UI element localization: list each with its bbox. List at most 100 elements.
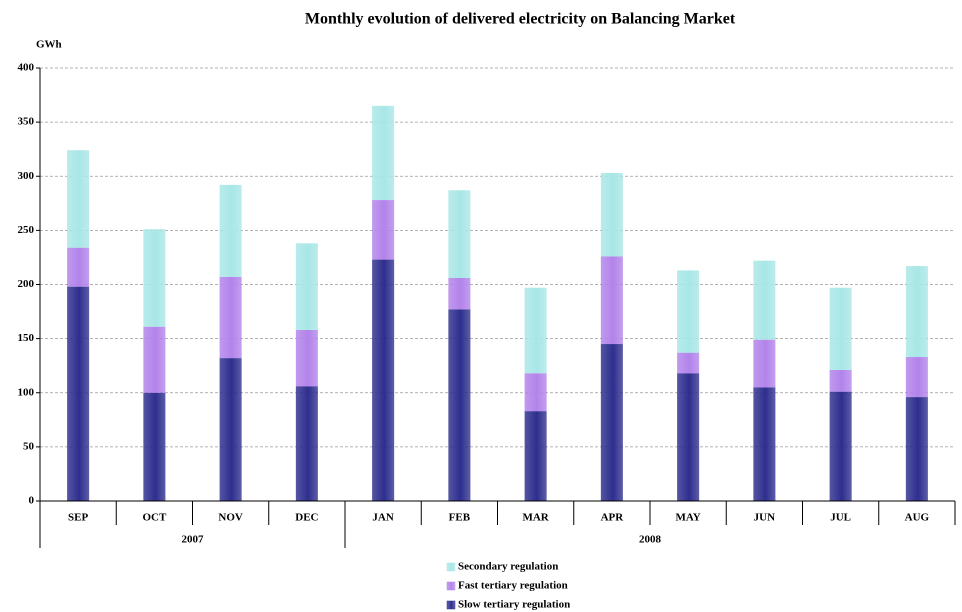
bar-base xyxy=(677,270,700,353)
bar-segment xyxy=(524,373,547,412)
bar-base xyxy=(753,260,776,340)
bar-base xyxy=(372,200,395,260)
bar-base xyxy=(295,243,318,330)
bar-base xyxy=(295,386,318,501)
bar-base xyxy=(524,287,547,374)
legend-label: Slow tertiary regulation xyxy=(458,599,570,611)
legend-label: Fast tertiary regulation xyxy=(458,580,568,592)
legend-swatch xyxy=(446,562,456,572)
x-tick-label: OCT xyxy=(142,512,167,524)
bar-base xyxy=(67,286,90,501)
bar-segment xyxy=(905,357,928,398)
bar-segment xyxy=(67,150,90,248)
bar-segment xyxy=(905,266,928,358)
bar-base xyxy=(448,278,471,310)
bar-segment xyxy=(600,344,623,501)
bar-base xyxy=(67,247,90,287)
bar-base xyxy=(600,173,623,257)
bar-base xyxy=(677,352,700,374)
y-tick-label: 300 xyxy=(18,170,35,182)
bar-segment xyxy=(219,358,242,501)
bar-segment xyxy=(448,190,471,279)
bar-segment xyxy=(143,229,166,327)
x-tick-label: MAR xyxy=(522,512,549,524)
group-label: 2008 xyxy=(639,534,662,546)
y-tick-label: 50 xyxy=(23,440,35,452)
bar-segment xyxy=(448,309,471,501)
x-tick-label: JAN xyxy=(372,512,393,524)
bar-segment xyxy=(753,339,776,388)
legend-label: Secondary regulation xyxy=(458,561,558,573)
bar-base xyxy=(753,339,776,388)
y-tick-label: 150 xyxy=(18,332,35,344)
group-label: 2007 xyxy=(182,534,205,546)
y-tick-label: 100 xyxy=(18,386,35,398)
bar-segment xyxy=(448,278,471,310)
bar-segment xyxy=(295,243,318,330)
bar-segment xyxy=(829,370,852,392)
y-axis-label: GWh xyxy=(36,39,62,51)
bar-segment xyxy=(143,392,166,501)
y-tick-label: 200 xyxy=(18,278,35,290)
bar-segment xyxy=(677,270,700,353)
legend-swatch xyxy=(446,581,456,591)
bar-base xyxy=(448,190,471,279)
bar-base xyxy=(143,229,166,327)
bar-segment xyxy=(67,286,90,501)
x-tick-label: DEC xyxy=(295,512,318,524)
bar-segment xyxy=(753,260,776,340)
bar-segment xyxy=(600,256,623,345)
x-tick-label: FEB xyxy=(449,512,471,524)
x-tick-label: SEP xyxy=(68,512,88,524)
x-tick-label: NOV xyxy=(218,512,243,524)
bar-base xyxy=(524,373,547,412)
y-tick-label: 250 xyxy=(18,224,35,236)
y-tick-label: 0 xyxy=(29,495,35,507)
y-tick-label: 400 xyxy=(18,62,35,74)
bar-base xyxy=(219,276,242,359)
bar-base xyxy=(829,391,852,501)
x-tick-label: MAY xyxy=(675,512,700,524)
bar-base xyxy=(905,266,928,358)
bar-segment xyxy=(524,287,547,374)
bar-segment xyxy=(295,386,318,501)
bar-base xyxy=(600,344,623,501)
bar-segment xyxy=(905,397,928,501)
bar-base xyxy=(524,411,547,501)
bar-segment xyxy=(829,391,852,501)
x-tick-label: AUG xyxy=(905,512,930,524)
bar-base xyxy=(677,373,700,501)
bar-segment xyxy=(524,411,547,501)
bar-base xyxy=(219,358,242,501)
legend-swatch xyxy=(446,600,456,610)
bar-base xyxy=(905,397,928,501)
bar-base xyxy=(753,387,776,501)
bar-segment xyxy=(677,373,700,501)
bar-base xyxy=(67,150,90,248)
bar-segment xyxy=(219,276,242,359)
bar-segment xyxy=(67,247,90,287)
bar-base xyxy=(143,392,166,501)
bar-base xyxy=(372,105,395,201)
bar-base xyxy=(448,309,471,501)
bar-base xyxy=(143,326,166,393)
bar-segment xyxy=(677,352,700,374)
x-tick-label: JUL xyxy=(830,512,851,524)
bar-base xyxy=(905,357,928,398)
bar-base xyxy=(829,287,852,371)
bar-base xyxy=(600,256,623,345)
bar-base xyxy=(219,184,242,277)
bar-base xyxy=(829,370,852,392)
chart-title: Monthly evolution of delivered electrici… xyxy=(305,11,736,28)
bar-segment xyxy=(372,259,395,501)
bar-base xyxy=(372,259,395,501)
bar-base xyxy=(295,329,318,387)
bar-segment xyxy=(753,387,776,501)
x-tick-label: APR xyxy=(601,512,625,524)
bar-segment xyxy=(600,173,623,257)
bar-segment xyxy=(372,105,395,201)
bar-segment xyxy=(295,329,318,387)
x-tick-label: JUN xyxy=(754,512,775,524)
bar-segment xyxy=(143,326,166,393)
